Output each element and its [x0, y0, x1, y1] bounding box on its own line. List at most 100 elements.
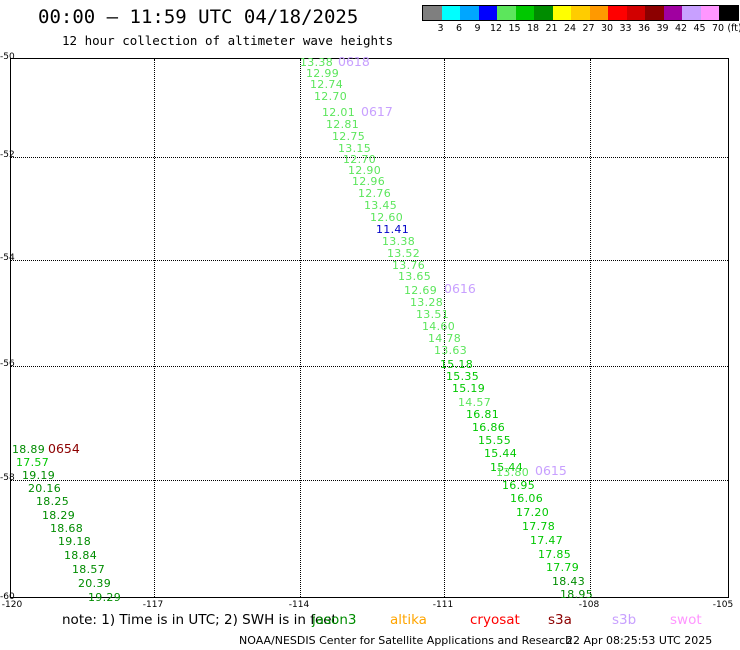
satellite-name: swot	[670, 612, 702, 628]
legend-swatch	[663, 6, 682, 20]
wave-height-label: 18.25	[36, 495, 69, 508]
pass-time-label: 0654	[48, 441, 80, 456]
wave-height-label: 13.45	[364, 199, 397, 212]
legend-label: 21	[545, 23, 558, 34]
wave-height-label: 13.38	[300, 56, 333, 69]
legend-swatch	[626, 6, 645, 20]
legend-swatch	[589, 6, 608, 20]
wave-height-label: 14.60	[422, 320, 455, 333]
legend-label: 39	[656, 23, 669, 34]
legend-label: 27	[582, 23, 595, 34]
wave-height-label: 16.81	[466, 408, 499, 421]
legend-swatch	[682, 6, 701, 20]
wave-height-label: 18.95	[560, 588, 593, 601]
pass-time-label: 0616	[444, 281, 476, 296]
longitude-gridline	[154, 59, 155, 597]
latitude-gridline	[11, 366, 728, 367]
wave-height-label: 17.47	[530, 534, 563, 547]
wave-height-label: 18.89	[12, 443, 45, 456]
wave-height-label: 15.44	[490, 461, 523, 474]
wave-height-label: 15.18	[440, 358, 473, 371]
wave-height-label: 13.51	[416, 308, 449, 321]
longitude-label: -120	[1, 600, 23, 610]
wave-height-label: 17.85	[538, 548, 571, 561]
latitude-label: -58	[0, 473, 15, 483]
satellite-name: s3b	[612, 612, 637, 628]
legend-label: 36	[637, 23, 651, 34]
satellite-name: jason3	[312, 612, 357, 628]
wave-height-label: 16.86	[472, 421, 505, 434]
wave-height-label: 12.70	[314, 90, 347, 103]
longitude-gridline	[444, 59, 445, 597]
legend-swatches	[422, 5, 739, 21]
wave-height-label: 12.70	[343, 153, 376, 166]
legend-label: 24	[563, 23, 577, 34]
latitude-gridline	[11, 157, 728, 158]
latitude-label: -56	[0, 359, 15, 369]
legend-label: 15	[508, 23, 521, 34]
page-title: 00:00 – 11:59 UTC 04/18/2025	[38, 6, 359, 28]
legend-swatch	[478, 6, 497, 20]
wave-height-label: 19.19	[22, 469, 55, 482]
footer-note: note: 1) Time is in UTC; 2) SWH is in fe…	[62, 612, 337, 628]
pass-time-label: 0618	[338, 54, 370, 69]
wave-height-label: 13.52	[387, 247, 420, 260]
legend-swatch	[571, 6, 590, 20]
latitude-label: -50	[0, 52, 15, 62]
wave-height-label: 12.76	[358, 187, 391, 200]
wave-height-label: 16.06	[510, 492, 543, 505]
latitude-label: -54	[0, 253, 15, 263]
legend-label: 12	[489, 23, 503, 34]
wave-height-label: 18.84	[64, 549, 97, 562]
wave-height-label: 20.16	[28, 482, 61, 495]
wave-height-label: 13.76	[392, 259, 425, 272]
wave-height-label: 17.79	[546, 561, 579, 574]
legend-swatch	[608, 6, 627, 20]
wave-height-label: 18.57	[72, 563, 105, 576]
wave-height-label: 13.80	[496, 466, 529, 479]
legend-swatch	[515, 6, 534, 20]
legend-swatch	[460, 6, 479, 20]
legend-label: 3	[437, 23, 444, 34]
wave-height-label: 11.41	[376, 223, 409, 236]
wave-height-label: 15.44	[484, 447, 517, 460]
map-panel	[10, 58, 729, 598]
wave-height-label: 12.96	[352, 175, 385, 188]
page-subtitle: 12 hour collection of altimeter wave hei…	[62, 33, 394, 48]
legend-label: 30	[600, 23, 614, 34]
wave-height-label: 12.74	[310, 78, 343, 91]
legend-label: 45	[693, 23, 706, 34]
wave-height-label: 12.60	[370, 211, 403, 224]
legend-label: 9	[474, 23, 481, 34]
longitude-label: -114	[288, 600, 310, 610]
legend-swatch	[552, 6, 571, 20]
wave-height-label: 13.38	[382, 235, 415, 248]
latitude-gridline	[11, 260, 728, 261]
wave-height-label: 20.39	[78, 577, 111, 590]
wave-height-label: 19.29	[88, 591, 121, 604]
wave-height-label: 12.01	[322, 106, 355, 119]
legend-swatch	[441, 6, 460, 20]
legend-swatch	[719, 6, 738, 20]
legend-label: 70	[711, 23, 725, 34]
wave-height-label: 14.78	[428, 332, 461, 345]
wave-height-label: 12.90	[348, 164, 381, 177]
wave-height-label: 14.57	[458, 396, 491, 409]
satellite-name: altika	[390, 612, 427, 628]
longitude-label: -117	[142, 600, 164, 610]
satellite-name: cryosat	[470, 612, 520, 628]
longitude-label: -105	[712, 600, 734, 610]
wave-height-label: 15.35	[446, 370, 479, 383]
satellite-name: s3a	[548, 612, 572, 628]
longitude-label: -111	[432, 600, 454, 610]
longitude-label: -108	[578, 600, 600, 610]
longitude-gridline	[590, 59, 591, 597]
wave-height-label: 12.69	[404, 284, 437, 297]
wave-height-label: 13.28	[410, 296, 443, 309]
wave-height-label: 15.19	[452, 382, 485, 395]
legend-label: 33	[619, 23, 632, 34]
legend-label: 42	[674, 23, 688, 34]
longitude-gridline	[300, 59, 301, 597]
